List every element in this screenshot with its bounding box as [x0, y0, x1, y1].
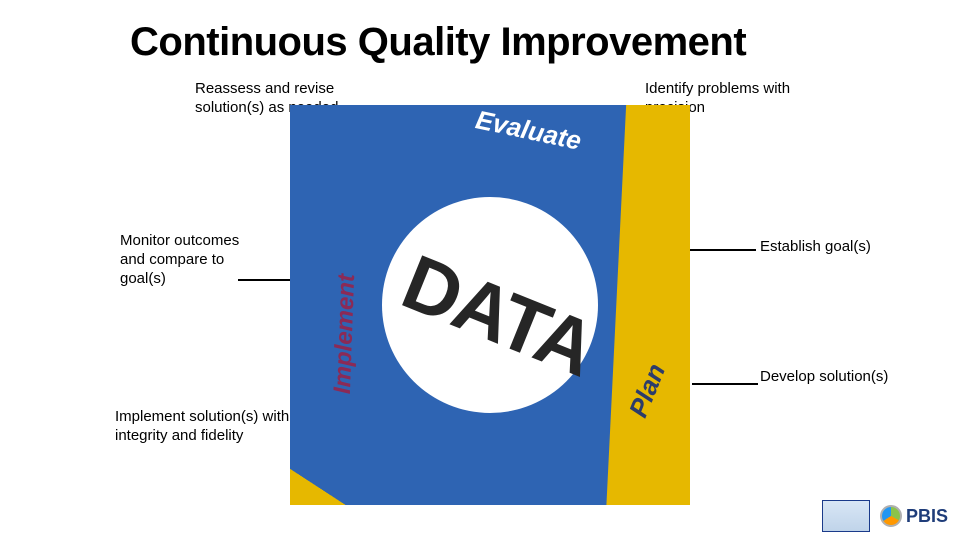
pbis-text: PBIS	[906, 506, 948, 527]
logo-area: PBIS	[822, 500, 948, 532]
pbis-logo: PBIS	[880, 505, 948, 527]
cqi-cycle-diagram: Evaluate Plan Implement DATA	[290, 105, 690, 505]
page-title: Continuous Quality Improvement	[130, 20, 746, 65]
nepbis-logo-icon	[822, 500, 870, 532]
annotation-establish: Establish goal(s)	[760, 238, 940, 257]
label-implement: Implement	[329, 274, 361, 395]
annotation-monitor: Monitor outcomes and compare to goal(s)	[120, 232, 240, 288]
leader-develop	[690, 378, 762, 390]
pbis-mark-icon	[880, 505, 902, 527]
annotation-develop: Develop solution(s)	[760, 368, 940, 387]
leader-establish	[688, 244, 760, 256]
